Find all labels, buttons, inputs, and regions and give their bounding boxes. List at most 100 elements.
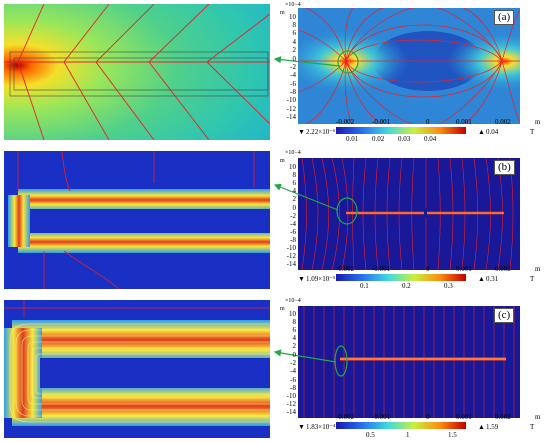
y-tick-a-9: -8: [290, 88, 296, 96]
y-tick-c-9: -8: [290, 384, 296, 392]
max-marker-b: ▲: [478, 275, 485, 283]
y-tick-a-5: 0: [292, 55, 297, 63]
panel-label-b: (b): [494, 160, 515, 175]
x-tick-a-1: -0.001: [372, 118, 391, 126]
y-tick-a-4: 2: [292, 46, 297, 54]
zoom-circle-marker-a: [337, 50, 359, 74]
colorbar-tick-b-2: 0.3: [444, 282, 453, 290]
y-tick-b-8: -6: [290, 228, 296, 236]
y-tick-b-10: -10: [286, 244, 296, 252]
zoom-view-a: [4, 4, 270, 140]
max-marker-c: ▲: [478, 423, 485, 431]
y-tick-c-4: 2: [292, 342, 297, 350]
x-tick-b-1: -0.001: [372, 265, 391, 273]
y-tick-b-7: -4: [290, 220, 296, 228]
y-tick-c-1: 8: [292, 318, 297, 326]
y-tick-a-3: 4: [292, 38, 297, 46]
x-tick-c-1: -0.001: [372, 413, 391, 421]
colorbar-tick-c-1: 1: [406, 431, 410, 439]
y-tick-b-12: -14: [286, 260, 296, 268]
y-unit-a: m: [280, 10, 285, 16]
y-tick-c-11: -12: [286, 400, 296, 408]
x-tick-a-0: -0.002: [336, 118, 355, 126]
x-tick-b-0: -0.002: [336, 265, 355, 273]
panel-label-a: (a): [494, 10, 515, 25]
min-value-c: 1.83×10⁻⁴: [306, 423, 336, 431]
y-exponent-c: ×10−4: [285, 298, 301, 304]
y-tick-b-6: -2: [290, 212, 296, 220]
y-exponent-b: ×10−4: [285, 150, 301, 156]
y-tick-c-12: -14: [286, 408, 296, 416]
min-marker-b: ▼: [298, 275, 305, 283]
y-tick-a-8: -6: [290, 80, 296, 88]
max-value-a: 0.04: [486, 128, 499, 136]
y-tick-a-2: 6: [292, 29, 297, 37]
y-tick-b-11: -12: [286, 252, 296, 260]
x-tick-a-3: 0.001: [456, 118, 472, 126]
x-unit-b: m: [535, 265, 541, 273]
colorbar-unit-b: T: [530, 275, 535, 283]
y-unit-c: m: [280, 306, 285, 312]
x-tick-c-4: 0.002: [495, 413, 511, 421]
x-unit-c: m: [535, 413, 541, 421]
colorbar-c: [336, 422, 466, 429]
y-tick-a-12: -14: [286, 113, 296, 121]
field-plot-a: [298, 8, 520, 124]
y-tick-a-11: -12: [286, 105, 296, 113]
y-tick-c-2: 6: [292, 326, 297, 334]
y-tick-c-7: -4: [290, 367, 296, 375]
colorbar-tick-a-2: 0.03: [398, 135, 411, 143]
field-plot-b: [298, 158, 520, 270]
colorbar-tick-c-0: 0.5: [366, 431, 375, 439]
y-tick-c-8: -6: [290, 376, 296, 384]
max-marker-a: ▲: [478, 128, 485, 136]
y-tick-b-9: -8: [290, 236, 296, 244]
max-value-c: 1.59: [486, 423, 499, 431]
y-unit-b: m: [280, 158, 285, 164]
zoom-view-c: [4, 300, 270, 438]
y-tick-c-3: 4: [292, 334, 297, 342]
y-tick-a-10: -10: [286, 96, 296, 104]
x-tick-c-2: 0: [426, 413, 430, 421]
colorbar-b: [336, 274, 466, 281]
y-tick-c-10: -10: [286, 392, 296, 400]
max-value-b: 0.31: [486, 275, 499, 283]
x-tick-b-4: 0.002: [495, 265, 511, 273]
colorbar-tick-b-1: 0.2: [402, 282, 411, 290]
x-tick-c-3: 0.001: [456, 413, 472, 421]
x-tick-a-4: 0.002: [495, 118, 511, 126]
min-value-b: 1.09×10⁻⁵: [306, 275, 336, 283]
colorbar-tick-a-1: 0.02: [372, 135, 385, 143]
y-tick-b-5: 0: [292, 204, 297, 212]
min-value-a: 2.22×10⁻⁶: [306, 128, 336, 136]
zoom-view-b: [4, 151, 270, 289]
y-tick-a-0: 10: [289, 13, 296, 21]
y-tick-b-0: 10: [289, 163, 296, 171]
colorbar-unit-c: T: [530, 423, 535, 431]
colorbar-a: [336, 127, 466, 134]
colorbar-tick-a-0: 0.01: [346, 135, 359, 143]
y-tick-b-4: 2: [292, 195, 297, 203]
x-tick-c-0: -0.002: [336, 413, 355, 421]
y-tick-b-1: 8: [292, 171, 297, 179]
y-tick-c-5: 0: [292, 351, 297, 359]
colorbar-tick-c-2: 1.5: [448, 431, 457, 439]
y-tick-b-3: 4: [292, 187, 297, 195]
y-tick-c-0: 10: [289, 310, 296, 318]
colorbar-unit-a: T: [530, 128, 535, 136]
y-exponent-a: ×10−4: [285, 2, 301, 8]
zoom-circle-marker-b: [336, 197, 358, 225]
min-marker-c: ▼: [298, 423, 305, 431]
zoom-circle-marker-c: [334, 345, 348, 377]
x-tick-b-2: 0: [426, 265, 430, 273]
x-unit-a: m: [535, 118, 541, 126]
panel-label-c: (c): [494, 308, 515, 323]
y-tick-c-6: -2: [290, 359, 296, 367]
y-tick-a-1: 8: [292, 21, 297, 29]
colorbar-tick-b-0: 0.1: [360, 282, 369, 290]
y-tick-b-2: 6: [292, 179, 297, 187]
min-marker-a: ▼: [298, 128, 305, 136]
y-tick-a-6: -2: [290, 63, 296, 71]
y-tick-a-7: -4: [290, 71, 296, 79]
